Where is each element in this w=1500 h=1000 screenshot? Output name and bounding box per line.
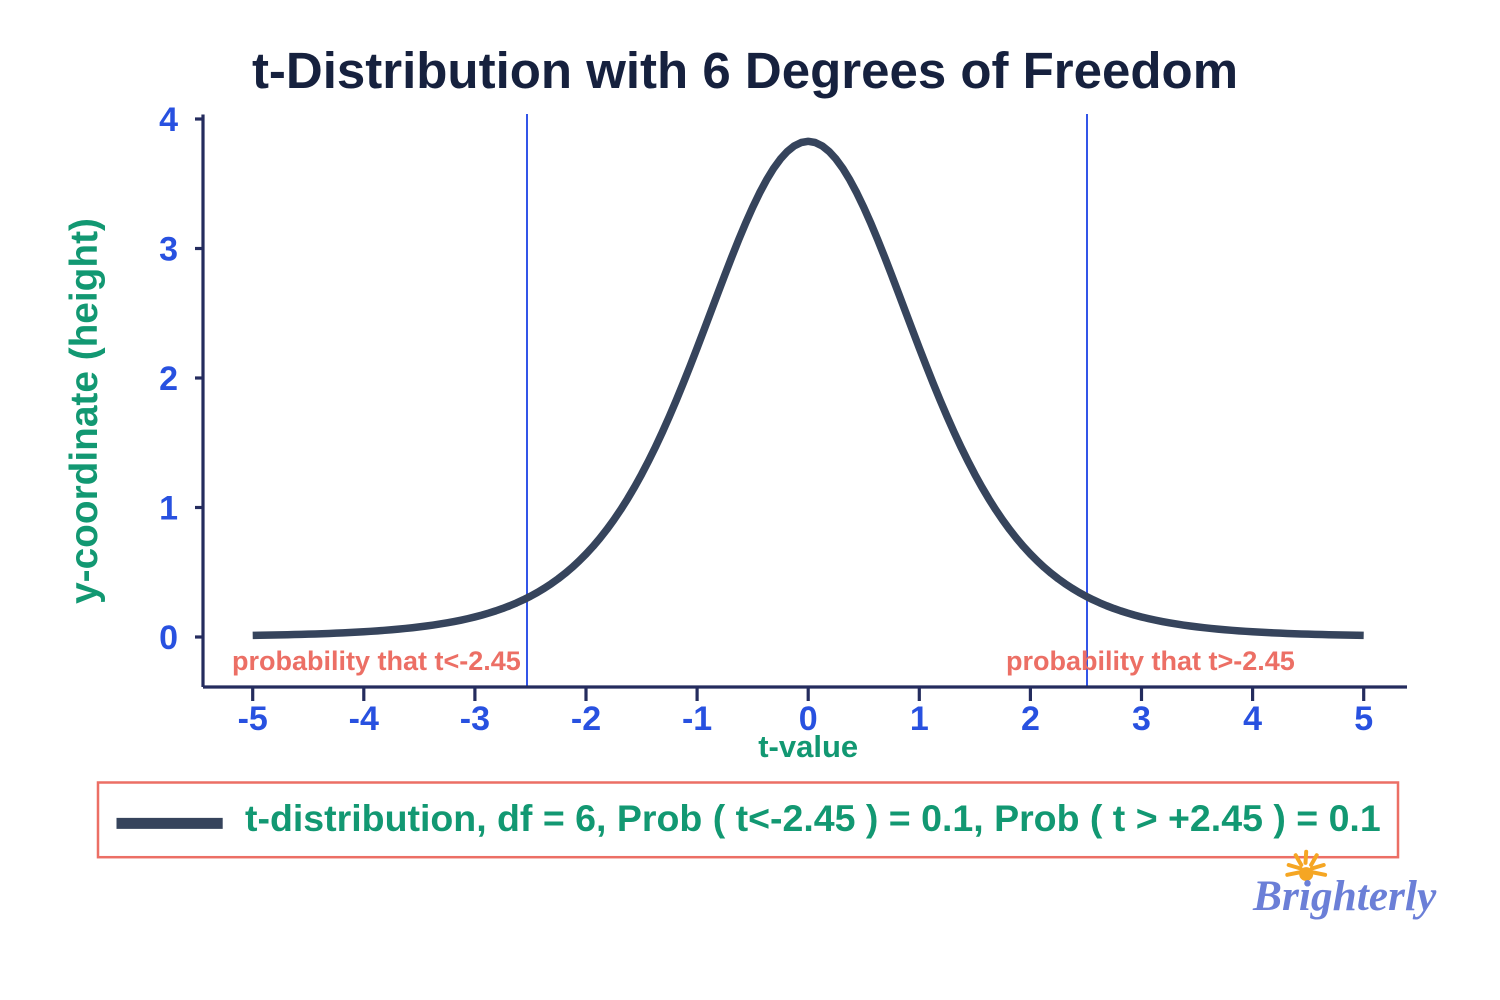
svg-text:t-distribution, df = 6, Prob (: t-distribution, df = 6, Prob ( t<-2.45 )… bbox=[245, 797, 1381, 839]
svg-text:probability that t<-2.45: probability that t<-2.45 bbox=[232, 646, 521, 676]
svg-text:1: 1 bbox=[910, 700, 929, 738]
svg-text:4: 4 bbox=[159, 101, 178, 139]
svg-text:3: 3 bbox=[1132, 700, 1151, 738]
svg-text:t-Distribution with 6 Degrees: t-Distribution with 6 Degrees of Freedom bbox=[252, 42, 1238, 99]
svg-text:Brighterly: Brighterly bbox=[1252, 872, 1437, 920]
svg-text:t-value: t-value bbox=[758, 729, 858, 764]
svg-text:2: 2 bbox=[1021, 700, 1040, 738]
svg-text:4: 4 bbox=[1243, 700, 1262, 738]
svg-text:3: 3 bbox=[159, 231, 178, 269]
svg-text:-3: -3 bbox=[460, 700, 490, 738]
svg-text:-4: -4 bbox=[349, 700, 379, 738]
svg-text:2: 2 bbox=[159, 360, 178, 398]
svg-text:5: 5 bbox=[1354, 700, 1373, 738]
svg-text:1: 1 bbox=[159, 490, 178, 528]
svg-text:-5: -5 bbox=[238, 700, 268, 738]
svg-text:-1: -1 bbox=[682, 700, 712, 738]
svg-text:probability that t>-2.45: probability that t>-2.45 bbox=[1006, 646, 1295, 676]
svg-text:0: 0 bbox=[159, 619, 178, 657]
svg-text:y-coordinate (height): y-coordinate (height) bbox=[63, 218, 106, 604]
svg-text:-2: -2 bbox=[571, 700, 601, 738]
